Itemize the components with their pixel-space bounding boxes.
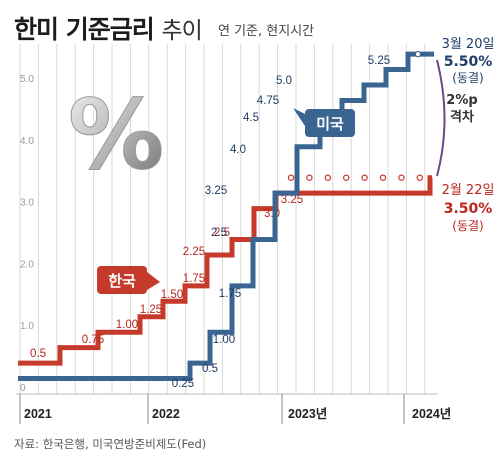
data-point — [416, 174, 423, 181]
x-tick-label: 2021 — [24, 407, 52, 421]
percent-symbol: % — [68, 79, 164, 191]
data-point — [343, 174, 350, 181]
data-point — [398, 174, 405, 181]
title-sub: 추이 — [161, 18, 202, 44]
data-point — [361, 174, 368, 181]
data-label: 2.5 — [214, 227, 230, 239]
page-title: 한미 기준금리 추이 — [14, 10, 203, 46]
x-tick-label: 2024년 — [412, 407, 451, 421]
subtitle: 연 기준, 현지시간 — [218, 24, 315, 39]
us-value: 5.50% — [444, 54, 493, 70]
data-label: 3.0 — [264, 208, 280, 220]
data-label: 0.5 — [202, 363, 218, 375]
data-label: 0.5 — [30, 348, 46, 360]
x-axis: 2021 2022 2023년 2024년 — [19, 394, 451, 424]
gap-value: 2%p — [446, 93, 477, 108]
data-point — [324, 174, 331, 181]
us-status: (동결) — [452, 71, 483, 85]
grid — [16, 44, 438, 395]
source-note: 자료: 한국은행, 미국연방준비제도(Fed) — [14, 437, 207, 451]
series-line — [18, 51, 434, 382]
title-main: 한미 기준금리 — [14, 15, 155, 44]
us-date: 3월 20일 — [442, 37, 495, 52]
data-point — [414, 50, 422, 58]
gap-bracket — [436, 59, 446, 177]
data-label: 2.5 — [211, 227, 227, 239]
kr-badge: 한국 — [97, 266, 160, 294]
data-label: 4.5 — [243, 112, 259, 124]
data-label: 1.25 — [140, 304, 162, 316]
y-tick-label: 2.0 — [20, 259, 34, 270]
data-label: 3.25 — [205, 185, 227, 197]
data-label: 1.75 — [183, 273, 205, 285]
data-label: 1.00 — [116, 319, 138, 331]
data-label: 1.50 — [161, 289, 183, 301]
data-point — [379, 174, 387, 181]
gap-label: 격차 — [450, 109, 474, 125]
y-tick-label: 1.0 — [20, 321, 34, 332]
data-point — [287, 174, 295, 181]
rate-chart: 01.02.03.04.05.0 % 0.50.751.001.251.501.… — [16, 37, 495, 424]
kr-value: 3.50% — [444, 201, 493, 217]
data-point — [306, 174, 313, 181]
data-label: 1.75 — [219, 288, 241, 300]
x-tick-label: 2022 — [152, 407, 180, 421]
kr-badge-label: 한국 — [108, 272, 136, 290]
data-label: 5.0 — [276, 75, 292, 87]
x-tick-label: 2023년 — [288, 407, 327, 421]
series-us: 0.25 0.5 1.00 1.75 2.5 3.25 4.0 4.5 4.75 5.0 5.25 — [18, 50, 434, 390]
data-label: 5.25 — [368, 55, 390, 67]
y-tick-label: 4.0 — [20, 136, 34, 147]
y-tick-label: 5.0 — [20, 74, 34, 85]
data-label: 2.25 — [183, 246, 205, 258]
kr-status: (동결) — [452, 219, 483, 233]
kr-date: 2월 22일 — [442, 183, 495, 198]
data-label: 4.0 — [230, 144, 246, 156]
y-tick-label: 0 — [20, 383, 26, 394]
us-badge-label: 미국 — [316, 115, 344, 133]
data-label: 0.25 — [172, 378, 194, 390]
data-label: 0.75 — [82, 334, 104, 346]
us-badge: 미국 — [293, 108, 355, 137]
data-label: 1.00 — [213, 334, 235, 346]
data-label: 4.75 — [257, 95, 279, 107]
y-tick-label: 3.0 — [20, 198, 34, 209]
data-label: 3.25 — [281, 194, 303, 206]
y-axis: 0 1.0 2.0 3.0 4.0 5.0 — [20, 74, 34, 394]
